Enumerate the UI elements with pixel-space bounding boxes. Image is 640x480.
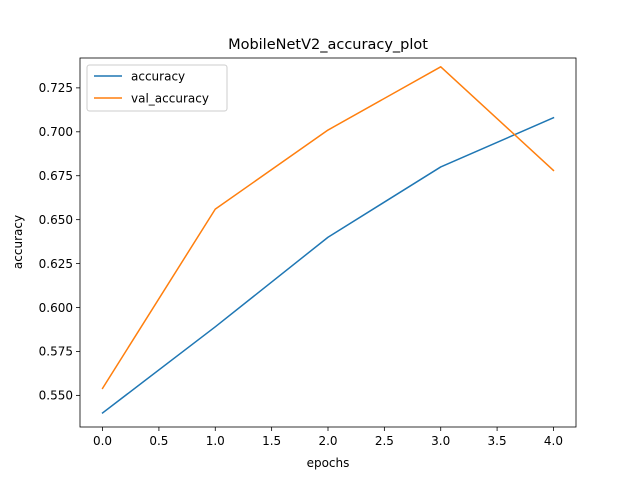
- y-tick-label: 0.600: [39, 301, 73, 315]
- x-tick-label: 1.0: [206, 434, 225, 448]
- y-tick-label: 0.675: [39, 169, 73, 183]
- x-tick-label: 1.5: [262, 434, 281, 448]
- x-tick-label: 0.0: [93, 434, 112, 448]
- y-tick-label: 0.550: [39, 389, 73, 403]
- x-tick-label: 3.5: [488, 434, 507, 448]
- legend-label-val-accuracy: val_accuracy: [131, 91, 209, 105]
- y-tick-label: 0.700: [39, 125, 73, 139]
- y-axis-label: accuracy: [11, 215, 25, 269]
- x-tick-label: 0.5: [149, 434, 168, 448]
- legend: accuracy val_accuracy: [86, 64, 228, 112]
- y-tick-label: 0.725: [39, 81, 73, 95]
- series-line-val-accuracy: [101, 66, 555, 390]
- x-tick-label: 2.0: [318, 434, 337, 448]
- x-tick-label: 3.0: [431, 434, 450, 448]
- y-tick-label: 0.625: [39, 257, 73, 271]
- series-line-accuracy: [101, 116, 555, 414]
- chart-title: MobileNetV2_accuracy_plot: [228, 37, 428, 53]
- x-tick-label: 4.0: [544, 434, 563, 448]
- plot-area: 0.0 0.5 1.0 1.5 2.0 2.5 3.0 3.5 4.0 0.550 0.575 0.6…: [39, 57, 577, 448]
- x-axis-label: epochs: [307, 456, 350, 470]
- y-tick-label: 0.575: [39, 345, 73, 359]
- y-tick-label: 0.650: [39, 213, 73, 227]
- legend-label-accuracy: accuracy: [131, 69, 185, 83]
- x-tick-label: 2.5: [375, 434, 394, 448]
